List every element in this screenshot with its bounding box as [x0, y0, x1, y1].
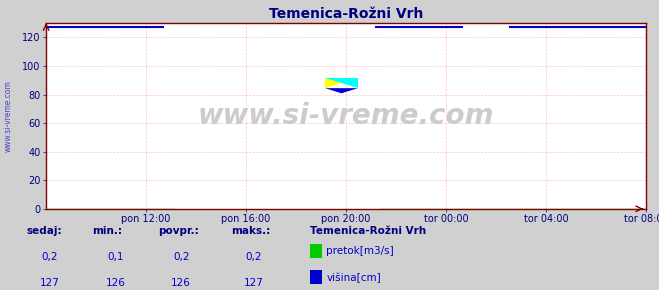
Text: 127: 127 [40, 278, 59, 288]
Polygon shape [325, 88, 358, 93]
Text: sedaj:: sedaj: [26, 226, 62, 236]
Text: 0,2: 0,2 [245, 252, 262, 262]
Text: Temenica-Rožni Vrh: Temenica-Rožni Vrh [310, 226, 426, 236]
Text: www.si-vreme.com: www.si-vreme.com [198, 102, 494, 130]
Polygon shape [325, 78, 358, 88]
Polygon shape [325, 78, 358, 88]
Text: maks.:: maks.: [231, 226, 270, 236]
Text: 0,2: 0,2 [173, 252, 190, 262]
Text: višina[cm]: višina[cm] [326, 273, 381, 283]
Text: 126: 126 [105, 278, 125, 288]
Text: povpr.:: povpr.: [158, 226, 199, 236]
Title: Temenica-Rožni Vrh: Temenica-Rožni Vrh [269, 7, 423, 21]
Text: min.:: min.: [92, 226, 123, 236]
Text: 0,1: 0,1 [107, 252, 124, 262]
Text: 0,2: 0,2 [41, 252, 58, 262]
Text: www.si-vreme.com: www.si-vreme.com [3, 80, 13, 152]
Text: pretok[m3/s]: pretok[m3/s] [326, 246, 394, 256]
Text: 127: 127 [244, 278, 264, 288]
Text: 126: 126 [171, 278, 191, 288]
